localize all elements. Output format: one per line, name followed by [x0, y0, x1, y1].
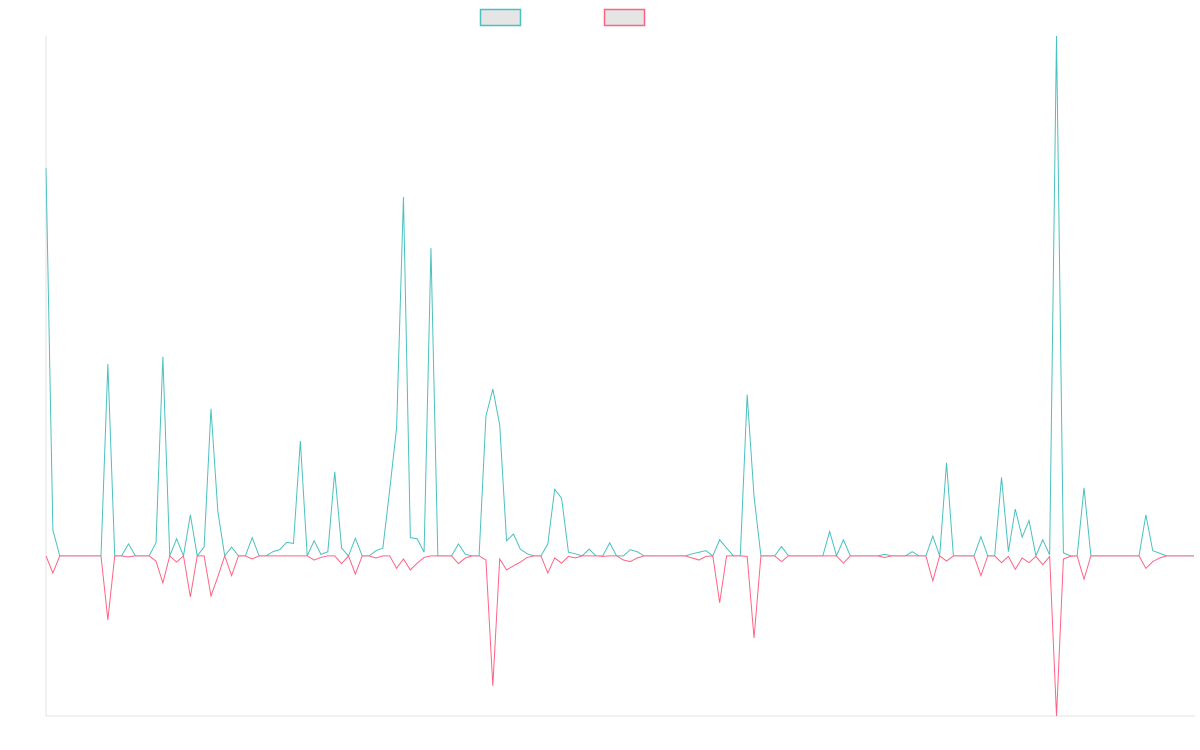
legend-swatch-series-1[interactable]	[479, 8, 522, 27]
series-line-1	[45, 35, 1194, 558]
series-layer	[45, 35, 1194, 717]
legend-swatch-series-2[interactable]	[603, 8, 646, 27]
series-line-2	[45, 554, 1194, 717]
series-2	[45, 554, 1194, 717]
legend	[479, 8, 646, 27]
series-1	[45, 35, 1194, 558]
